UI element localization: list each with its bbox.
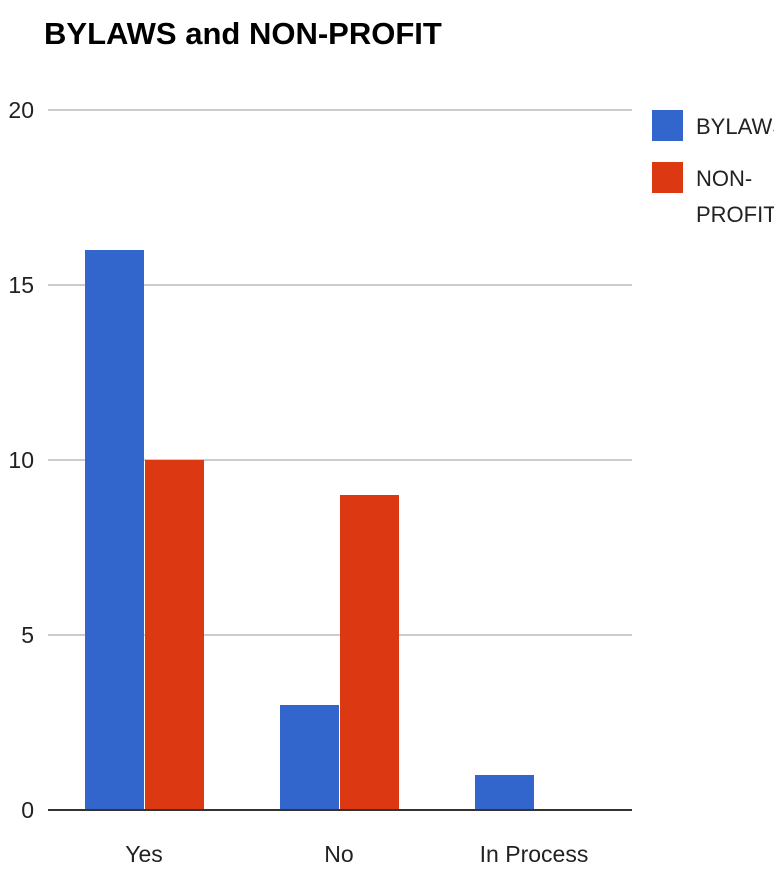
bar-non-profit-yes — [145, 460, 204, 810]
chart-title: BYLAWS and NON-PROFIT — [44, 16, 442, 51]
legend-label-bylaws: BYLAWS — [696, 114, 774, 139]
legend-label-non-profit: NON-PROFIT — [696, 166, 774, 227]
x-tick-label: In Process — [480, 841, 589, 867]
x-axis-ticks: Yes No In Process — [125, 841, 588, 867]
y-tick-label: 20 — [8, 97, 34, 123]
y-tick-label: 5 — [21, 622, 34, 648]
bars — [85, 250, 534, 810]
x-tick-label: Yes — [125, 841, 163, 867]
y-axis-ticks: 0 5 10 15 20 — [8, 97, 34, 823]
legend-swatch-non-profit — [652, 162, 683, 193]
x-tick-label: No — [324, 841, 353, 867]
y-tick-label: 0 — [21, 797, 34, 823]
bar-bylaws-no — [280, 705, 339, 810]
bar-bylaws-in-process — [475, 775, 534, 810]
y-tick-label: 10 — [8, 447, 34, 473]
y-tick-label: 15 — [8, 272, 34, 298]
legend: BYLAWS NON-PROFIT — [652, 110, 774, 227]
legend-swatch-bylaws — [652, 110, 683, 141]
bar-non-profit-no — [340, 495, 399, 810]
bar-bylaws-yes — [85, 250, 144, 810]
